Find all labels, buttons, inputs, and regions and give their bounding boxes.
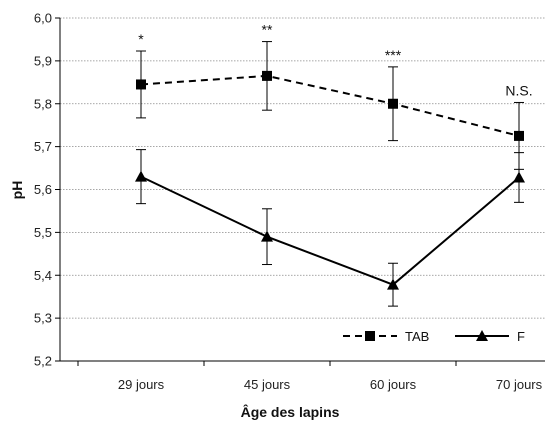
x-axis: 29 jours 45 jours 60 jours 70 jours	[60, 360, 545, 392]
data-point-f	[135, 170, 147, 182]
x-axis-title: Âge des lapins	[241, 403, 340, 420]
y-axis-title: pH	[9, 181, 25, 200]
significance-label: *	[138, 31, 144, 47]
legend-marker-tab	[365, 331, 375, 341]
data-point-tab	[136, 79, 146, 90]
data-point-f	[513, 171, 525, 183]
legend-label-f: F	[517, 329, 525, 344]
y-tick-label: 5,6	[34, 182, 52, 197]
data-point-tab	[514, 130, 524, 141]
data-points	[135, 70, 525, 290]
series-lines	[140, 74, 520, 286]
y-tick-label: 5,2	[34, 354, 52, 369]
significance-label: ***	[385, 47, 402, 63]
x-tick-label: 45 jours	[244, 377, 291, 392]
legend-marker-f	[476, 330, 488, 341]
data-point-tab	[262, 70, 272, 81]
significance-label: N.S.	[505, 82, 532, 98]
series-line-tab	[140, 74, 520, 137]
x-tick-label: 70 jours	[496, 377, 543, 392]
y-tick-label: 5,3	[34, 311, 52, 326]
gridlines	[60, 17, 545, 319]
y-tick-label: 5,9	[34, 53, 52, 68]
data-point-f	[261, 230, 273, 242]
legend: TAB F	[343, 329, 525, 344]
y-tick-label: 6,0	[34, 11, 52, 26]
x-tick-label: 60 jours	[370, 377, 417, 392]
data-point-tab	[388, 98, 398, 109]
y-tick-label: 5,4	[34, 268, 52, 283]
y-tick-label: 5,7	[34, 139, 52, 154]
y-axis: 5,2 5,3 5,4 5,5 5,6 5,7 5,8 5,9 6,0	[34, 11, 61, 369]
y-tick-label: 5,5	[34, 225, 52, 240]
x-tick-label: 29 jours	[118, 377, 165, 392]
y-tick-label: 5,8	[34, 96, 52, 111]
series-line-f	[140, 175, 520, 286]
legend-label-tab: TAB	[405, 329, 429, 344]
significance-label: **	[262, 22, 273, 38]
data-point-f	[387, 278, 399, 290]
annotations: ******N.S.	[138, 22, 532, 99]
